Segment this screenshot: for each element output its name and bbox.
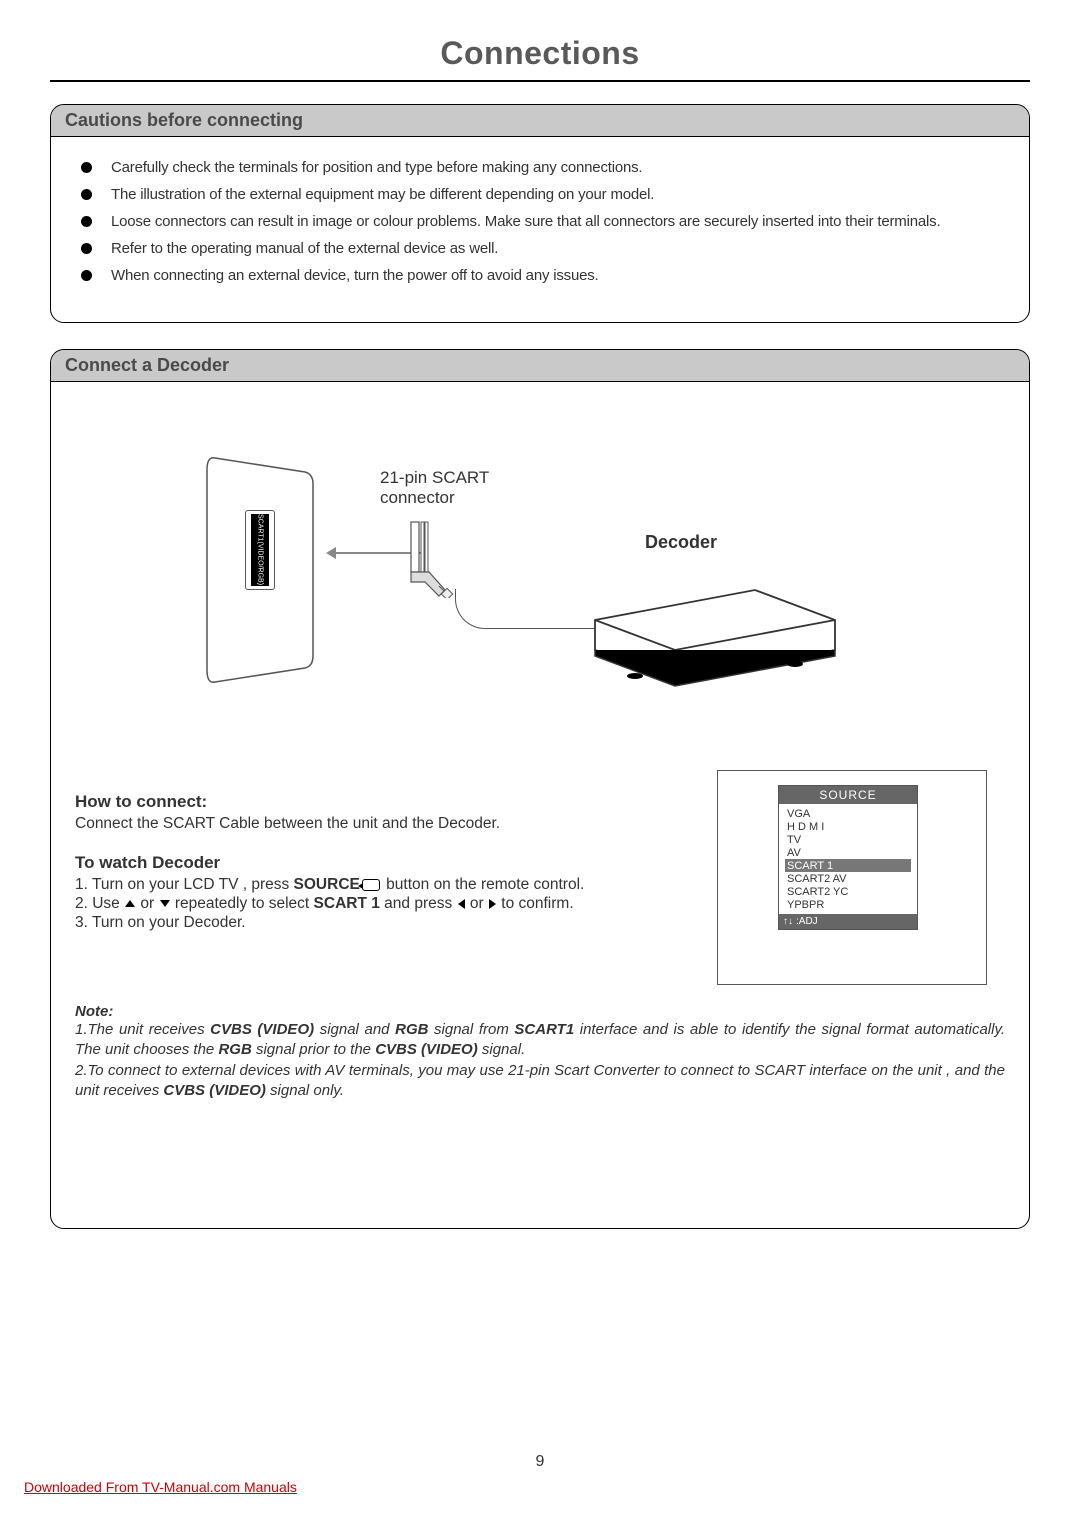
source-menu-title: SOURCE xyxy=(779,786,917,804)
source-item: SCART2 AV xyxy=(785,872,911,885)
connection-diagram: SCART1(VIDEO/RGB) 21-pin SCART connector xyxy=(75,440,1005,740)
up-down-arrow-icon: ↑↓ xyxy=(783,916,793,927)
source-item: TV xyxy=(785,833,911,846)
note-heading: Note: xyxy=(75,1003,1005,1020)
caution-item: Loose connectors can result in image or … xyxy=(77,213,1009,230)
source-item-selected: SCART 1 xyxy=(785,859,911,872)
scart-connector-label: 21-pin SCART connector xyxy=(380,468,489,508)
decoder-header: Connect a Decoder xyxy=(51,350,1029,382)
caution-item: Carefully check the terminals for positi… xyxy=(77,159,1009,176)
source-menu-footer: ↑↓ :ADJ xyxy=(779,914,917,929)
down-arrow-icon xyxy=(160,900,170,907)
source-item: VGA xyxy=(785,807,911,820)
page-title: Connections xyxy=(50,35,1030,80)
title-divider xyxy=(50,80,1030,82)
source-icon xyxy=(362,879,380,891)
footer-source-link[interactable]: Downloaded From TV-Manual.com Manuals xyxy=(24,1479,297,1495)
tv-panel-illustration: SCART1(VIDEO/RGB) xyxy=(205,450,325,680)
decoder-device-label: Decoder xyxy=(645,532,717,553)
left-arrow-icon xyxy=(458,899,465,909)
note-2: 2.To connect to external devices with AV… xyxy=(75,1061,1005,1102)
right-arrow-icon xyxy=(489,899,496,909)
note-block: Note: 1.The unit receives CVBS (VIDEO) s… xyxy=(75,1003,1005,1101)
source-item: YPBPR xyxy=(785,898,911,911)
cautions-header: Cautions before connecting xyxy=(51,105,1029,137)
caution-item: When connecting an external device, turn… xyxy=(77,267,1009,284)
caution-item: Refer to the operating manual of the ext… xyxy=(77,240,1009,257)
source-menu-screenshot: SOURCE VGA H D M I TV AV SCART 1 SCART2 … xyxy=(717,770,987,985)
cautions-list: Carefully check the terminals for positi… xyxy=(71,159,1009,284)
decoder-box: Connect a Decoder SCART1(VIDEO/RGB) 21-p… xyxy=(50,349,1030,1229)
caution-item: The illustration of the external equipme… xyxy=(77,186,1009,203)
scart-port-label: SCART1(VIDEO/RGB) xyxy=(251,514,269,586)
source-item: AV xyxy=(785,846,911,859)
page-number: 9 xyxy=(0,1453,1080,1471)
cautions-box: Cautions before connecting Carefully che… xyxy=(50,104,1030,323)
connection-line xyxy=(455,589,595,629)
up-arrow-icon xyxy=(125,900,135,907)
source-item: SCART2 YC xyxy=(785,885,911,898)
source-menu: SOURCE VGA H D M I TV AV SCART 1 SCART2 … xyxy=(778,785,918,930)
decoder-device-icon xyxy=(585,570,845,705)
note-1: 1.The unit receives CVBS (VIDEO) signal … xyxy=(75,1020,1005,1061)
source-item: H D M I xyxy=(785,820,911,833)
